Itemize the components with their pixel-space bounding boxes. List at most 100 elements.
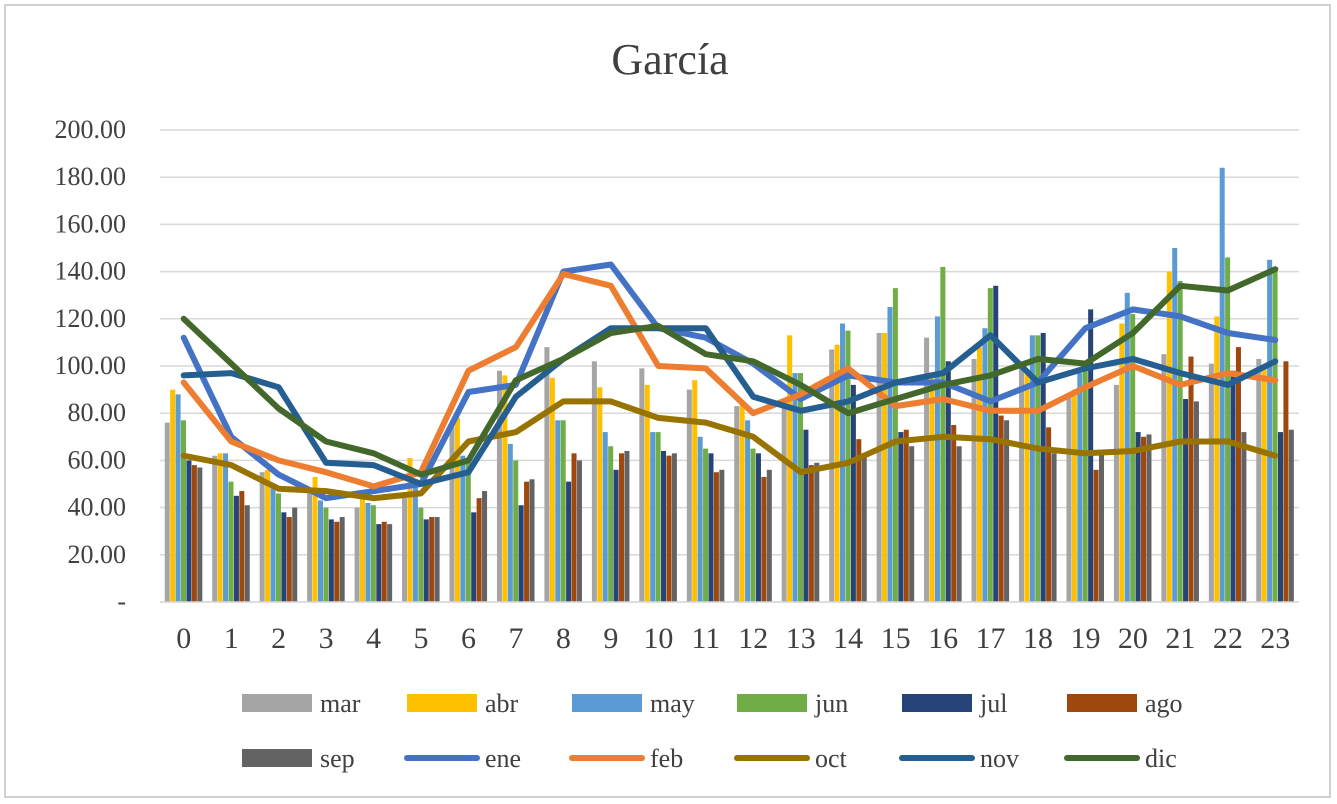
bar-mar-4 <box>354 507 360 602</box>
y-tick-label: 200.00 <box>55 115 127 144</box>
legend-label-nov: nov <box>980 744 1019 773</box>
bar-ago-12 <box>761 476 767 602</box>
bar-ago-9 <box>618 453 625 602</box>
bar-sep-5 <box>434 517 440 602</box>
bar-ago-2 <box>286 517 292 602</box>
bar-may-18 <box>1029 335 1035 602</box>
bar-sep-3 <box>339 517 345 602</box>
x-tick-label: 18 <box>1023 622 1053 655</box>
bar-series <box>164 167 1294 602</box>
bar-abr-17 <box>976 347 982 602</box>
bar-may-9 <box>602 432 608 602</box>
x-tick-label: 14 <box>833 622 863 655</box>
bar-abr-4 <box>360 498 366 602</box>
bar-jun-12 <box>750 448 756 602</box>
bar-may-7 <box>507 443 513 602</box>
bar-sep-15 <box>909 446 915 602</box>
bar-jul-14 <box>850 384 856 602</box>
bar-may-12 <box>745 420 751 602</box>
x-tick-label: 23 <box>1260 622 1290 655</box>
legend-swatch-jul <box>902 694 972 712</box>
bar-jul-11 <box>708 453 714 602</box>
bar-sep-10 <box>671 453 677 602</box>
bar-mar-18 <box>1018 368 1025 602</box>
bar-sep-18 <box>1051 453 1057 602</box>
bar-jul-1 <box>233 495 239 602</box>
chart-title: García <box>611 35 728 84</box>
bar-mar-8 <box>544 347 550 602</box>
bar-jun-9 <box>608 446 614 602</box>
bar-abr-19 <box>1071 389 1077 602</box>
bar-may-2 <box>270 486 276 602</box>
bar-may-10 <box>650 432 656 602</box>
y-tick-label: - <box>117 587 126 616</box>
bar-jun-23 <box>1272 266 1278 602</box>
bar-ago-5 <box>429 517 435 602</box>
bar-abr-2 <box>265 469 271 602</box>
bar-sep-22 <box>1241 432 1247 602</box>
bar-sep-14 <box>861 453 867 602</box>
bar-abr-12 <box>739 401 745 602</box>
legend-swatch-ago <box>1067 694 1137 712</box>
bar-abr-11 <box>692 380 698 602</box>
bar-jun-2 <box>275 493 281 602</box>
bar-ago-15 <box>903 429 909 602</box>
bar-sep-13 <box>814 462 820 602</box>
bar-mar-21 <box>1161 354 1167 602</box>
bar-may-8 <box>555 420 561 602</box>
legend-label-jun: jun <box>814 689 848 718</box>
bar-jul-23 <box>1277 432 1284 602</box>
legend-swatch-abr <box>407 694 477 712</box>
x-tick-label: 15 <box>881 622 911 655</box>
legend-label-dic: dic <box>1145 744 1177 773</box>
bar-mar-14 <box>829 349 835 602</box>
bar-abr-8 <box>549 377 555 602</box>
bar-abr-0 <box>170 389 176 602</box>
bar-abr-16 <box>929 373 935 602</box>
y-tick-label: 80.00 <box>68 398 127 427</box>
legend-label-sep: sep <box>320 744 355 773</box>
bar-jul-4 <box>376 524 382 602</box>
bar-abr-10 <box>644 384 650 602</box>
bar-sep-9 <box>624 450 630 602</box>
bar-jul-2 <box>281 512 287 602</box>
bar-may-23 <box>1267 259 1273 602</box>
y-tick-label: 40.00 <box>68 493 127 522</box>
legend-swatch-mar <box>242 694 312 712</box>
bar-mar-19 <box>1066 394 1072 602</box>
bar-jun-18 <box>1035 335 1041 602</box>
line-nov <box>180 325 1279 487</box>
x-tick-label: 16 <box>928 622 958 655</box>
x-tick-label: 9 <box>603 622 618 655</box>
legend-label-oct: oct <box>815 744 848 773</box>
bar-sep-0 <box>197 467 203 602</box>
bar-jul-12 <box>755 453 761 602</box>
bar-ago-4 <box>381 521 387 602</box>
bar-may-1 <box>223 453 229 602</box>
x-tick-label: 8 <box>556 622 571 655</box>
bar-may-19 <box>1077 373 1083 602</box>
x-tick-label: 0 <box>176 622 191 655</box>
bar-ago-19 <box>1093 469 1099 602</box>
legend-label-jul: jul <box>979 689 1007 718</box>
bar-ago-23 <box>1283 361 1289 602</box>
bar-jun-6 <box>465 458 471 602</box>
y-tick-label: 120.00 <box>55 304 127 333</box>
bar-may-5 <box>412 479 418 602</box>
bar-mar-7 <box>496 370 502 602</box>
bar-jul-7 <box>518 505 524 602</box>
bar-sep-8 <box>576 460 582 602</box>
bar-abr-5 <box>407 458 413 602</box>
legend-label-may: may <box>650 689 695 718</box>
bar-jul-10 <box>661 450 667 602</box>
bar-abr-22 <box>1214 316 1220 602</box>
bar-abr-7 <box>502 375 508 602</box>
bar-ago-6 <box>476 498 482 602</box>
x-tick-label: 11 <box>691 622 720 655</box>
bar-jun-20 <box>1130 314 1136 602</box>
line-oct <box>180 398 1279 502</box>
bar-jun-14 <box>845 330 851 602</box>
bar-mar-12 <box>734 406 740 602</box>
bar-sep-7 <box>529 479 535 602</box>
x-tick-label: 13 <box>786 622 816 655</box>
